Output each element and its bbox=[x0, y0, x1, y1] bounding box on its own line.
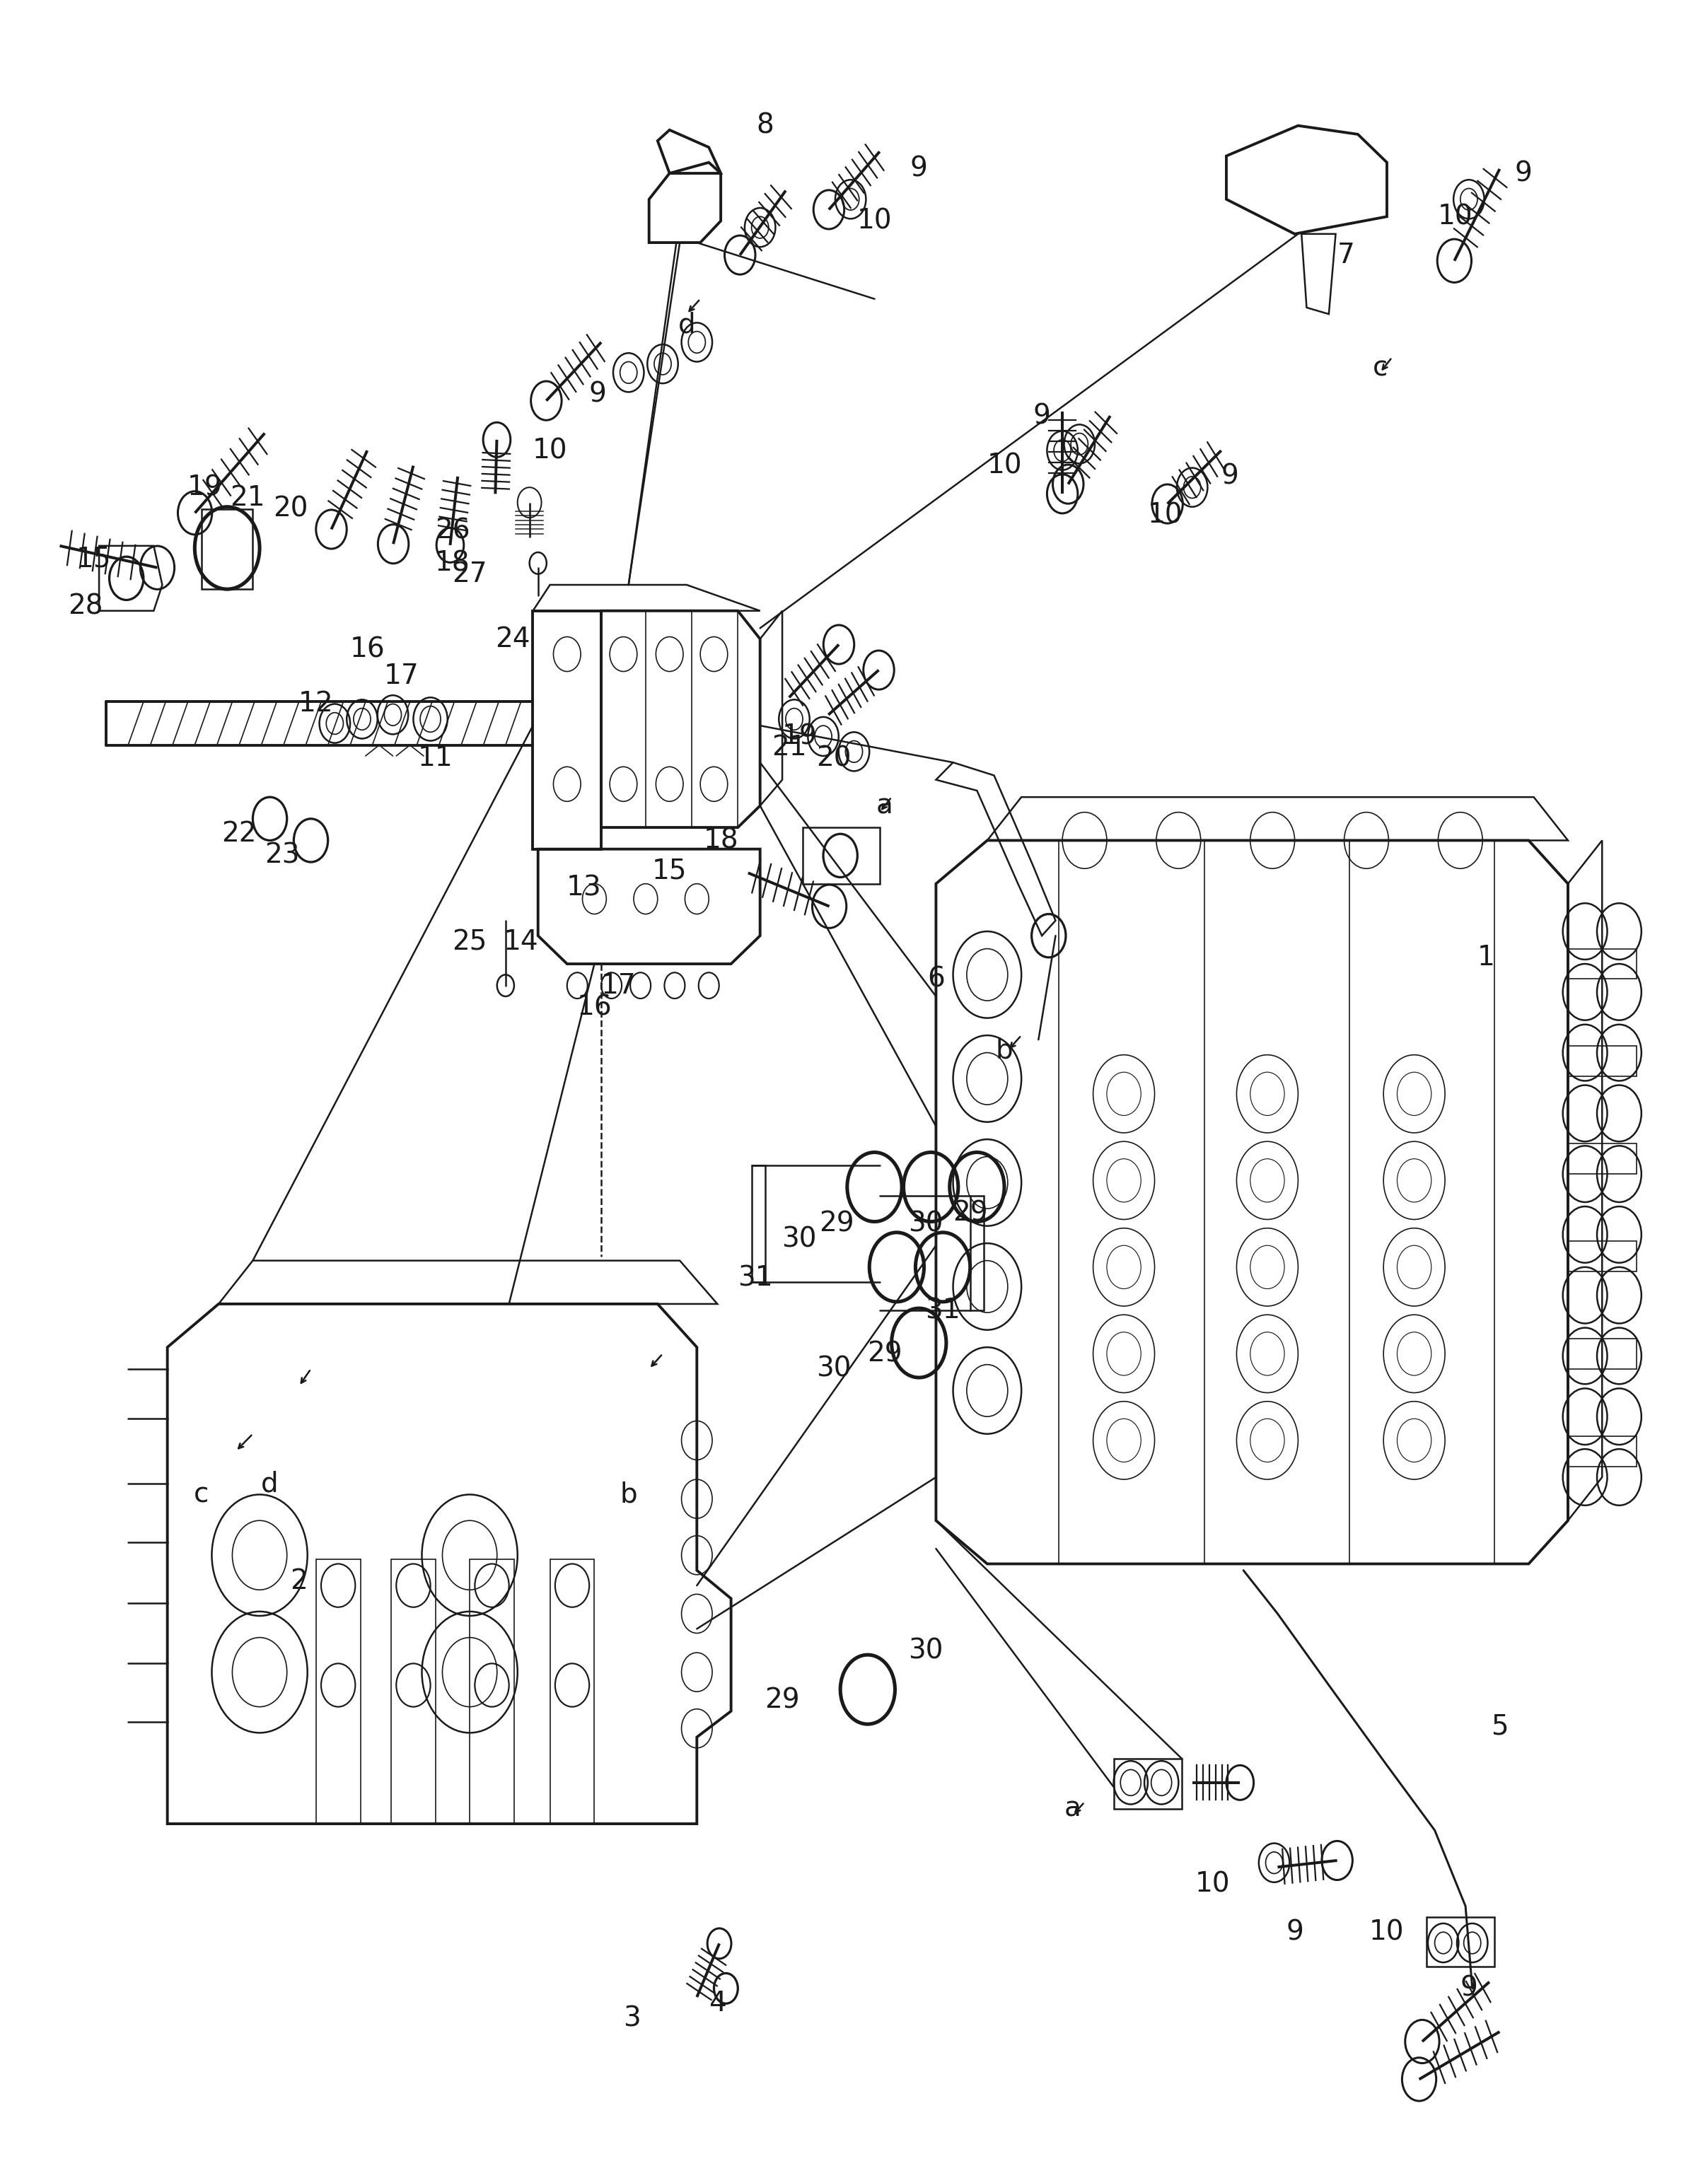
Bar bbox=[1568, 1436, 1636, 1466]
Text: 19: 19 bbox=[188, 474, 222, 500]
Text: 10: 10 bbox=[1148, 503, 1182, 529]
Text: 17: 17 bbox=[601, 973, 635, 999]
Text: 1: 1 bbox=[1477, 944, 1494, 970]
Text: 6: 6 bbox=[927, 966, 945, 992]
Text: 10: 10 bbox=[1196, 1871, 1230, 1897]
Bar bbox=[550, 1560, 594, 1824]
Text: 29: 29 bbox=[953, 1200, 987, 1226]
Text: 4: 4 bbox=[709, 1991, 726, 2017]
Text: 10: 10 bbox=[857, 208, 892, 234]
Text: 21: 21 bbox=[231, 485, 265, 511]
Text: 10: 10 bbox=[987, 453, 1021, 479]
Text: 27: 27 bbox=[453, 561, 487, 587]
Bar bbox=[1568, 1144, 1636, 1174]
Text: b: b bbox=[996, 1038, 1013, 1064]
Text: 16: 16 bbox=[577, 994, 611, 1020]
Text: 23: 23 bbox=[265, 843, 299, 869]
Text: 30: 30 bbox=[909, 1211, 943, 1237]
Text: 13: 13 bbox=[567, 875, 601, 901]
Text: 19: 19 bbox=[782, 723, 816, 749]
Text: 9: 9 bbox=[589, 381, 606, 407]
Text: a: a bbox=[1064, 1796, 1081, 1822]
Text: 20: 20 bbox=[816, 745, 851, 771]
Text: c: c bbox=[1373, 355, 1387, 381]
Text: 7: 7 bbox=[1337, 243, 1354, 269]
Text: 28: 28 bbox=[68, 593, 102, 619]
Text: 21: 21 bbox=[772, 734, 806, 760]
Text: 9: 9 bbox=[1033, 403, 1050, 429]
Text: 9: 9 bbox=[1286, 1919, 1303, 1945]
Text: 5: 5 bbox=[1491, 1713, 1508, 1739]
Text: 10: 10 bbox=[1370, 1919, 1404, 1945]
Text: 3: 3 bbox=[623, 2006, 640, 2032]
Text: 10: 10 bbox=[533, 438, 567, 464]
Text: 22: 22 bbox=[222, 821, 256, 847]
Bar bbox=[1568, 1339, 1636, 1369]
Text: 25: 25 bbox=[453, 929, 487, 955]
Text: 12: 12 bbox=[299, 691, 333, 717]
Text: 9: 9 bbox=[910, 156, 927, 182]
Text: a: a bbox=[876, 793, 893, 819]
Text: 15: 15 bbox=[652, 858, 687, 884]
Text: 29: 29 bbox=[868, 1341, 902, 1367]
Text: d: d bbox=[678, 312, 695, 338]
Text: 26: 26 bbox=[436, 518, 470, 544]
Bar bbox=[1568, 1046, 1636, 1077]
Text: 17: 17 bbox=[384, 663, 418, 689]
Text: c: c bbox=[195, 1482, 208, 1508]
Text: 29: 29 bbox=[820, 1211, 854, 1237]
Text: 14: 14 bbox=[504, 929, 538, 955]
Text: 30: 30 bbox=[816, 1356, 851, 1382]
Text: 29: 29 bbox=[765, 1687, 799, 1713]
Text: 30: 30 bbox=[782, 1226, 816, 1252]
Text: 10: 10 bbox=[1438, 204, 1472, 230]
Text: 15: 15 bbox=[77, 546, 111, 572]
Text: 11: 11 bbox=[418, 745, 453, 771]
Text: 31: 31 bbox=[926, 1297, 960, 1323]
Text: 9: 9 bbox=[1460, 1975, 1477, 2001]
Text: d: d bbox=[261, 1471, 278, 1497]
Bar bbox=[316, 1560, 360, 1824]
Bar bbox=[391, 1560, 436, 1824]
Text: 2: 2 bbox=[290, 1568, 307, 1594]
Text: 20: 20 bbox=[273, 496, 307, 522]
Text: 31: 31 bbox=[738, 1265, 772, 1291]
Text: 8: 8 bbox=[757, 113, 774, 139]
Text: 16: 16 bbox=[350, 637, 384, 663]
Bar bbox=[1568, 1241, 1636, 1271]
Text: 9: 9 bbox=[1515, 160, 1532, 186]
Text: 18: 18 bbox=[436, 550, 470, 576]
Text: b: b bbox=[620, 1482, 637, 1508]
Text: 30: 30 bbox=[909, 1637, 943, 1663]
Bar bbox=[1568, 949, 1636, 979]
Bar bbox=[470, 1560, 514, 1824]
Text: 18: 18 bbox=[704, 827, 738, 853]
Text: 24: 24 bbox=[495, 626, 529, 652]
Text: 9: 9 bbox=[1221, 464, 1238, 490]
